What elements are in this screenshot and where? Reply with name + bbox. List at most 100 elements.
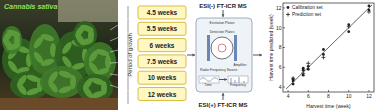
photo	[0, 0, 118, 110]
leaf	[40, 33, 55, 43]
transient-panel	[199, 76, 219, 83]
fit-line	[286, 5, 372, 89]
leaf	[95, 47, 110, 57]
legend-marker	[286, 13, 290, 17]
photo-label: Cannabis sativa	[4, 3, 57, 10]
ms-mode: ESI(-) FT-ICR MS	[199, 3, 246, 9]
ion-orbit	[218, 44, 226, 52]
plant	[77, 74, 113, 102]
leaf	[60, 41, 73, 56]
x-axis-label: Harvest time (week)	[306, 103, 351, 109]
x-tick-label: 10	[346, 93, 352, 99]
leaf	[26, 87, 41, 97]
link	[110, 13, 138, 31]
arrowhead	[224, 78, 227, 81]
leaf	[58, 69, 73, 79]
spectrum	[231, 77, 244, 83]
period-box	[138, 22, 186, 35]
transient	[200, 78, 218, 82]
leaf	[90, 76, 105, 86]
ms-part: Frequency	[230, 83, 246, 87]
y-tick-label: 4	[279, 84, 282, 90]
plot-marks	[286, 5, 372, 89]
leaf	[87, 60, 100, 75]
arrow	[187, 55, 195, 56]
x-tick-label: 6	[307, 93, 310, 99]
leaf	[6, 59, 19, 74]
point	[306, 61, 310, 65]
y-tick	[283, 87, 285, 88]
graphic: Cannabis sativaPeriod of growth4.5 weeks…	[0, 0, 378, 110]
leaf	[6, 28, 21, 38]
arrowhead	[259, 54, 262, 57]
leaf	[105, 55, 111, 69]
leaf	[26, 73, 41, 83]
ms-part: Detection Plates	[210, 30, 235, 34]
ms-part: Time	[204, 83, 212, 87]
ms-part: Excitation Plates	[209, 21, 234, 25]
link	[110, 85, 138, 94]
x-tick	[308, 90, 309, 92]
y-tick-label: 12	[276, 5, 282, 11]
point	[322, 48, 325, 51]
leaf	[32, 50, 45, 65]
leaf	[58, 85, 73, 95]
leaf	[15, 73, 28, 88]
y-tick	[283, 27, 285, 28]
legend-label: Calibration set	[292, 5, 323, 10]
leaf	[79, 23, 94, 33]
period-label: 12 weeks	[148, 91, 177, 98]
period-label: 6 weeks	[150, 42, 175, 49]
x-tick-label: 4	[287, 93, 290, 99]
y-tick	[283, 47, 285, 48]
period-label: 4.5 weeks	[147, 9, 178, 16]
point	[347, 30, 350, 33]
period-label: 10 weeks	[148, 74, 177, 81]
x-tick-label: 8	[327, 93, 330, 99]
x-tick	[328, 90, 329, 92]
y-tick-label: 6	[279, 64, 282, 70]
y-tick-label: 10	[276, 25, 282, 31]
period-box	[138, 71, 186, 84]
cell	[211, 37, 233, 59]
point	[321, 55, 325, 59]
arrow	[223, 93, 224, 100]
plant	[40, 66, 84, 98]
plot-frame	[283, 3, 374, 92]
period-label: 7.5 weeks	[147, 58, 178, 65]
plant	[2, 26, 22, 54]
link	[110, 45, 138, 52]
period-box	[138, 88, 186, 101]
period-box	[138, 6, 186, 19]
plate	[234, 35, 237, 61]
arrow	[219, 79, 227, 80]
link	[110, 74, 138, 78]
x-tick-label: 12	[366, 93, 372, 99]
arrowhead	[222, 93, 225, 96]
leaf	[47, 70, 60, 85]
x-tick	[288, 90, 289, 92]
arrowhead	[222, 14, 225, 17]
bracket	[128, 6, 129, 104]
point	[367, 10, 371, 14]
plate	[207, 35, 210, 61]
ms-mode: ESI(+) FT-ICR MS	[199, 102, 248, 108]
period-label: 5.5 weeks	[147, 25, 178, 32]
point	[302, 67, 305, 70]
y-tick-label: 8	[279, 44, 282, 50]
ms-part: Radio Frequency Source	[200, 68, 238, 72]
ms-part: Amplifier	[233, 63, 247, 67]
y-axis-label: Harvest time predicted (week)	[268, 14, 274, 81]
period-box	[138, 39, 186, 52]
pots	[0, 98, 118, 110]
arrow	[253, 55, 262, 56]
spectrum-panel	[228, 76, 248, 83]
x-tick	[368, 90, 369, 92]
arrow	[223, 10, 224, 17]
x-tick	[348, 90, 349, 92]
legend-label: Prediction set	[292, 12, 322, 17]
period-box	[138, 55, 186, 68]
ms-diagram	[196, 18, 252, 92]
plant	[73, 21, 97, 49]
y-tick	[283, 67, 285, 68]
